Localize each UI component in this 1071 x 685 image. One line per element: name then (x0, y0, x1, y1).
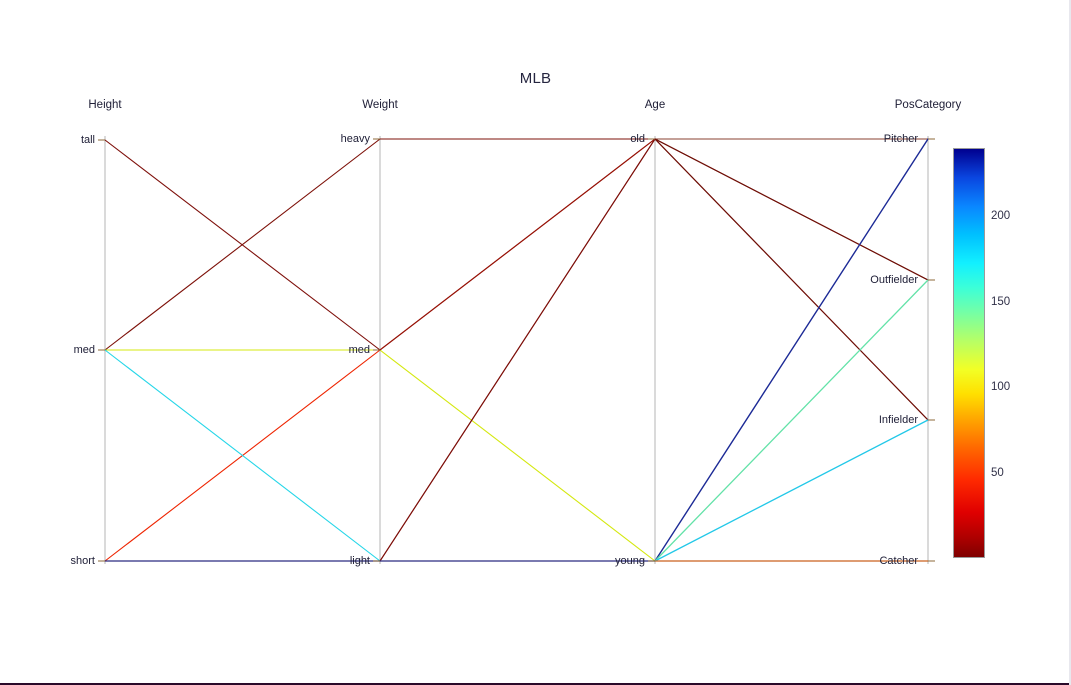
line-old-outfielder[interactable] (654, 138, 929, 281)
axis-title-poscategory: PosCategory (894, 99, 962, 111)
tick-label-poscategory-catcher: Catcher (879, 555, 918, 567)
tick-label-age-young: young (615, 555, 645, 567)
tick-label-weight-heavy: heavy (340, 133, 370, 145)
colorbar-tick-label-100: 100 (991, 381, 1011, 394)
colorbar-gradient (954, 149, 984, 557)
tick-label-weight-light: light (349, 555, 370, 567)
colorbar-tick-label-150: 150 (991, 295, 1011, 308)
line-tall-med-old-infielder[interactable] (104, 138, 929, 421)
line-medw-old-red[interactable] (379, 138, 656, 351)
tick-label-poscategory-pitcher: Pitcher (883, 133, 918, 145)
count-colorbar[interactable] (953, 148, 985, 558)
line-old-young-crossdown[interactable] (379, 138, 656, 562)
window-right-edge (1069, 0, 1071, 685)
tick-marks-group (98, 138, 935, 562)
tick-label-weight-med: med (348, 344, 370, 356)
window-bottom-edge (0, 683, 1071, 685)
tick-label-poscategory-outfielder: Outfielder (870, 274, 918, 286)
line-old-infielder[interactable] (654, 138, 929, 421)
axis-title-height: Height (88, 99, 122, 111)
axis-title-age: Age (644, 99, 666, 111)
tick-label-poscategory-infielder: Infielder (878, 414, 918, 426)
tick-label-age-old: old (630, 133, 645, 145)
line-young-outfielder-green[interactable] (654, 279, 929, 562)
colorbar-tick-label-50: 50 (991, 466, 1004, 479)
axis-title-weight: Weight (362, 99, 398, 111)
page-title: MLB (519, 70, 552, 87)
tick-label-height-tall: tall (80, 134, 95, 146)
line-med-heavy-old-outfielder[interactable] (104, 138, 929, 351)
line-young-infielder-cyan[interactable] (654, 419, 929, 562)
data-polylines-group (104, 138, 929, 562)
tick-label-height-short: short (70, 555, 95, 567)
colorbar-tick-label-200: 200 (991, 210, 1011, 223)
tick-label-height-med: med (73, 344, 95, 356)
line-young-pitcher-navy[interactable] (654, 138, 929, 562)
